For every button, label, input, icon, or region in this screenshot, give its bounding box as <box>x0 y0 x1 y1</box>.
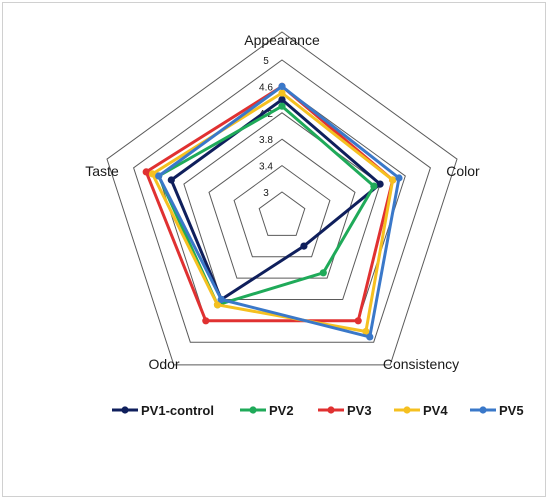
data-point <box>370 182 378 190</box>
data-point <box>155 172 163 180</box>
data-point <box>300 242 308 250</box>
data-point <box>142 168 150 176</box>
tick-label-3-4: 3.4 <box>259 162 273 173</box>
legend-swatch-dot <box>327 406 335 414</box>
data-point <box>362 327 370 336</box>
data-point <box>278 82 286 90</box>
data-point <box>202 317 210 325</box>
data-point <box>217 295 225 304</box>
chart-frame <box>2 2 546 497</box>
grid-ring <box>258 191 306 236</box>
axis-label-taste: Taste <box>85 163 119 179</box>
legend-swatch-dot <box>249 406 257 414</box>
data-point <box>354 317 362 325</box>
tick-label-4-6: 4.6 <box>259 82 273 93</box>
grid-ring <box>183 112 381 300</box>
legend-item-pv1-control: PV1-control <box>112 403 214 418</box>
legend-label: PV4 <box>423 403 448 418</box>
legend-label: PV2 <box>269 403 294 418</box>
legend-label: PV5 <box>499 403 524 418</box>
data-point <box>389 176 397 184</box>
series-line <box>157 104 376 307</box>
series-line <box>157 84 401 339</box>
data-point <box>167 176 175 184</box>
legend-swatch-dot <box>403 406 411 414</box>
legend-item-pv2: PV2 <box>240 403 294 418</box>
axis-label-odor: Odor <box>148 356 179 372</box>
data-point <box>366 333 374 341</box>
tick-label-3-8: 3.8 <box>259 135 273 146</box>
axis-labels: Appearance Color Consistency Odor Taste <box>85 32 480 372</box>
data-point <box>213 301 222 309</box>
axis-label-appearance: Appearance <box>244 32 320 48</box>
data-point <box>319 269 327 277</box>
tick-label-3: 3 <box>263 188 269 199</box>
legend-swatch-dot <box>121 406 129 414</box>
legend-item-pv3: PV3 <box>318 403 372 418</box>
data-point <box>395 174 403 182</box>
tick-label-5: 5 <box>263 56 269 67</box>
outer-frame-pentagon <box>106 31 458 366</box>
axis-label-consistency: Consistency <box>383 356 459 372</box>
series <box>142 82 403 341</box>
axis-label-color: Color <box>446 163 480 179</box>
legend-item-pv5: PV5 <box>470 403 524 418</box>
legend-label: PV1-control <box>141 403 214 418</box>
data-point <box>376 180 384 188</box>
grid-ring <box>208 138 356 279</box>
data-point <box>278 89 286 97</box>
series-line <box>151 91 395 333</box>
data-point <box>278 96 286 104</box>
legend-swatch-dot <box>479 406 487 414</box>
legend-item-pv4: PV4 <box>394 403 448 418</box>
legend-label: PV3 <box>347 403 372 418</box>
data-point <box>278 102 286 110</box>
grid-ring <box>233 164 331 258</box>
grid-ring <box>133 59 431 343</box>
legend: PV1-control PV2 PV3 PV4 PV5 <box>112 403 524 418</box>
series-line <box>169 98 382 301</box>
series-pv5 <box>155 82 403 341</box>
data-point <box>148 170 157 178</box>
